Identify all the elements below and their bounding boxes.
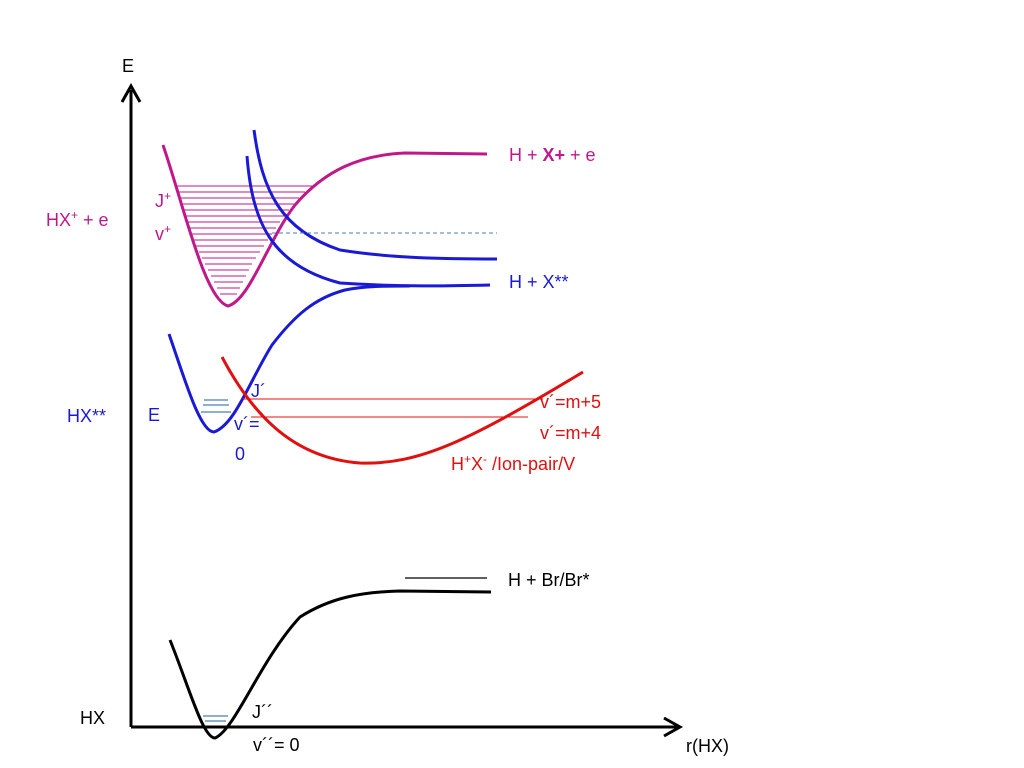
ion-j-label: J+ — [155, 189, 171, 211]
ground-vibrational-levels — [203, 715, 228, 722]
ion-pair-asymptote-label: H+X- /Ion-pair/V — [451, 452, 575, 474]
ion-pair-j-label: J´ — [251, 381, 266, 401]
ion-rovibrational-levels — [175, 185, 312, 295]
lower-repulsive-curve — [245, 155, 491, 288]
rydberg-dissociative-curves — [245, 129, 498, 288]
ground-potential-curve — [168, 589, 492, 740]
ion-state-label: HX+ + e — [46, 208, 109, 230]
rydberg-v-value: 0 — [235, 444, 245, 464]
upper-repulsive-curve — [252, 129, 498, 261]
ion-pair-potential-curve — [220, 356, 584, 465]
ion-pair-level-label-m4: v´=m+4 — [540, 423, 601, 443]
rydberg-asymptote-label: H + X** — [509, 272, 569, 292]
ion-v-label: v+ — [155, 222, 171, 244]
rydberg-e-label: E — [148, 405, 160, 425]
y-axis-label: E — [122, 56, 134, 76]
y-axis-arrowhead — [120, 82, 142, 103]
ground-asymptote-label: H + Br/Br* — [508, 570, 590, 590]
ground-j-label: J´´ — [252, 702, 273, 722]
rydberg-vibrational-levels — [201, 399, 231, 413]
rydberg-state-label: HX** — [67, 406, 106, 426]
ground-state — [168, 577, 492, 740]
rydberg-potential-curve — [167, 284, 411, 434]
ion-state — [161, 144, 488, 308]
ion-asymptote-label: H + X+ + e — [509, 145, 596, 165]
axes — [120, 82, 684, 738]
ion-pair-level-label-m5: v´=m+5 — [540, 392, 601, 412]
rydberg-v-label: v´= — [234, 414, 260, 434]
ground-state-label: HX — [80, 708, 105, 728]
rydberg-state — [167, 284, 411, 434]
x-axis-label: r(HX) — [686, 736, 729, 756]
ion-potential-curve — [161, 144, 488, 308]
ground-v-label: v´´= 0 — [253, 735, 300, 755]
ion-pair-state — [220, 356, 584, 465]
x-axis-arrowhead — [663, 716, 684, 738]
